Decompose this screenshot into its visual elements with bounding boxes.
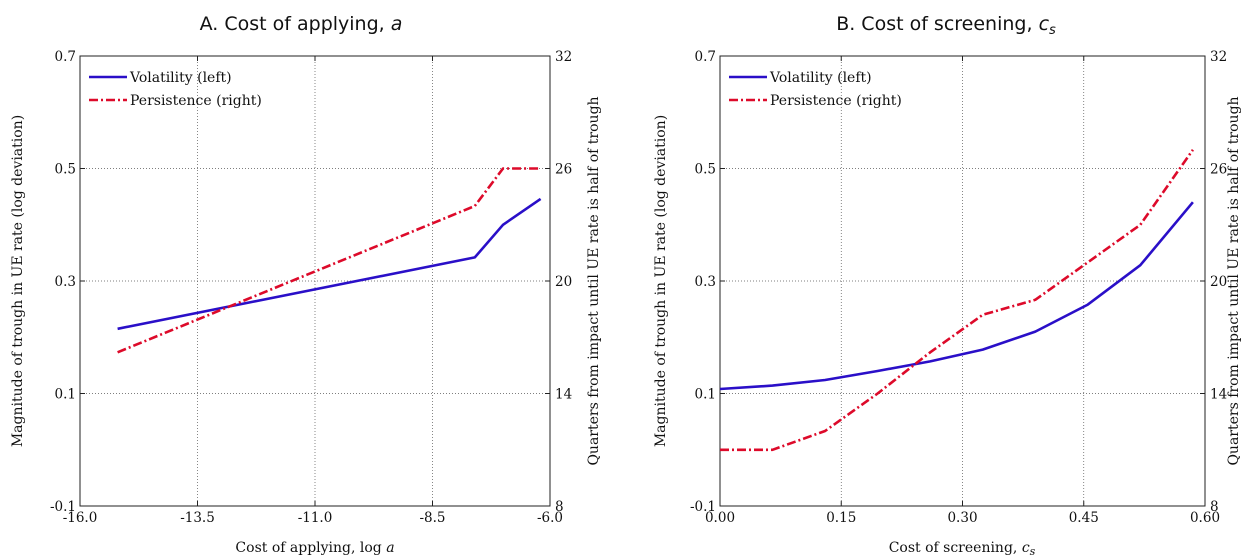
panel-b-y2-tick-label: 14	[1210, 387, 1227, 403]
panel-b-legend-persistence-label: Persistence (right)	[770, 93, 902, 109]
panel-b-legend-volatility-label: Volatility (left)	[769, 70, 872, 86]
panel-a-x-axis-label: Cost of applying, log a	[235, 540, 394, 556]
panel-a-title: A. Cost of applying, a	[200, 13, 403, 35]
panel-a-y2-axis-label: Quarters from impact until UE rate is ha…	[586, 96, 602, 465]
panel-b-y2-tick-label: 8	[1210, 499, 1219, 515]
panel-b-y2-tick-label: 32	[1210, 49, 1227, 65]
panel-b-x-tick-label: 0.30	[947, 510, 977, 526]
panel-b-y2-tick-label: 26	[1210, 162, 1227, 178]
panel-b-y-tick-label: 0.7	[695, 49, 716, 65]
panel-b-ticks: 0.00 0.15 0.30 0.45 0.60 -0.1 0.1 0.3 0.5 0.7 8 14 2…	[690, 49, 1227, 526]
panel-b-x-tick-label: 0.60	[1190, 510, 1220, 526]
panel-a-x-tick-label: -16.0	[63, 510, 98, 526]
panel-a-y2-tick-label: 32	[555, 49, 572, 65]
panel-a-grid	[80, 56, 550, 506]
panel-b-x-tick-label: 0.00	[705, 510, 735, 526]
panel-b-y-axis-label: Magnitude of trough in UE rate (log devi…	[653, 115, 669, 447]
panel-a-x-tick-label: -8.5	[419, 510, 445, 526]
panel-a-series	[117, 167, 542, 354]
panel-a-y-tick-label: 0.7	[55, 49, 76, 65]
panel-a-legend: Volatility (left) Persistence (right)	[89, 70, 262, 109]
panel-a-persistence-line	[117, 167, 541, 354]
panel-a: A. Cost of applying, a -16.0 -13.5 -11.0 -8…	[10, 13, 602, 556]
panel-b-y2-axis-label: Quarters from impact until UE rate is ha…	[1226, 96, 1242, 465]
panel-b-y-tick-label: 0.3	[695, 274, 716, 290]
panel-a-x-tick-label: -11.0	[298, 510, 333, 526]
panel-b-y2-tick-label: 20	[1210, 274, 1227, 290]
panel-a-y2-tick-label: 26	[555, 162, 572, 178]
panel-a-legend-volatility-label: Volatility (left)	[129, 70, 232, 86]
panel-a-volatility-line	[117, 197, 542, 331]
panel-a-y2-tick-label: 14	[555, 387, 572, 403]
panel-a-y-tick-label: 0.1	[55, 387, 76, 403]
panel-b-series	[719, 149, 1194, 452]
panel-b-title: B. Cost of screening, cs	[836, 13, 1056, 38]
panel-a-y-tick-label: -0.1	[50, 499, 76, 515]
panel-b-y-tick-label: 0.5	[695, 162, 716, 178]
panel-b: B. Cost of screening, cs 0.00 0.15 0.30 0.4…	[653, 13, 1242, 556]
panel-b-persistence-line	[720, 149, 1194, 452]
panel-a-y-tick-label: 0.5	[55, 162, 76, 178]
panel-a-y-tick-label: 0.3	[55, 274, 76, 290]
panel-a-ticks: -16.0 -13.5 -11.0 -8.5 -6.0 -0.1 0.1 0.3 0.5 0.7 8…	[50, 49, 572, 526]
panel-b-x-tick-label: 0.15	[826, 510, 856, 526]
panel-b-x-axis-label: Cost of screening, cs	[889, 540, 1036, 556]
panel-a-y-axis-label: Magnitude of trough in UE rate (log devi…	[10, 115, 26, 447]
panel-a-x-tick-label: -13.5	[180, 510, 215, 526]
panel-b-grid	[720, 56, 1205, 506]
panel-b-x-tick-label: 0.45	[1069, 510, 1099, 526]
panel-a-legend-persistence-label: Persistence (right)	[130, 93, 262, 109]
panel-b-y-tick-label: 0.1	[695, 387, 716, 403]
panel-a-y2-tick-label: 8	[555, 499, 564, 515]
panel-a-x-tick-label: -6.0	[537, 510, 563, 526]
panel-b-y-tick-label: -0.1	[690, 499, 716, 515]
panel-a-y2-tick-label: 20	[555, 274, 572, 290]
panel-b-legend: Volatility (left) Persistence (right)	[729, 70, 902, 109]
panel-b-volatility-line	[719, 201, 1194, 391]
